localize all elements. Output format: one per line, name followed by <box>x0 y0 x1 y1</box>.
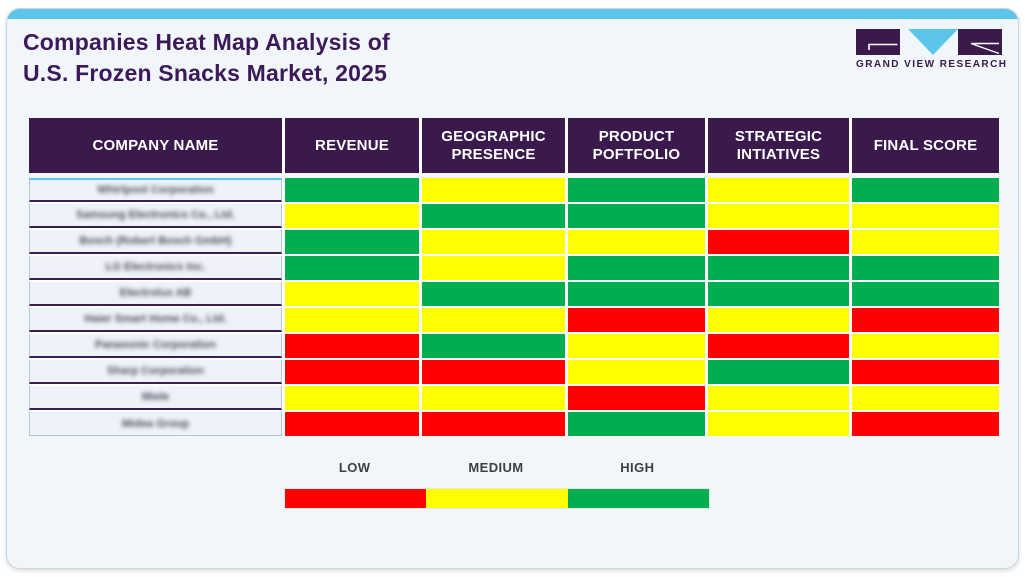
company-name-text: LG Electronics Inc. <box>105 261 206 273</box>
heat-cell-high <box>285 178 419 202</box>
heat-cell-low <box>568 308 705 332</box>
heat-cell-high <box>285 230 419 254</box>
heat-cell-medium <box>422 256 565 280</box>
heat-cell-high <box>568 412 705 436</box>
heat-cell-low <box>852 412 999 436</box>
heat-cell-medium <box>422 178 565 202</box>
heat-cell-medium <box>285 204 419 228</box>
company-name-text: Panasonic Corporation <box>94 339 217 351</box>
gvr-logo: GRAND VIEW RESEARCH <box>856 29 1008 70</box>
column-header-product-portfolio: PRODUCT POFTFOLIO <box>568 118 705 173</box>
heat-cell-low <box>285 360 419 384</box>
legend-segment-high <box>567 489 709 508</box>
infographic-card: Companies Heat Map Analysis of U.S. Froze… <box>6 8 1019 569</box>
heat-cell-medium <box>708 412 849 436</box>
company-name-cell: Whirlpool Corporation <box>29 178 282 202</box>
legend-label-medium: MEDIUM <box>468 460 524 475</box>
heat-cell-medium <box>708 204 849 228</box>
heat-cell-high <box>568 282 705 306</box>
heat-cell-high <box>852 178 999 202</box>
company-name-cell: Miele <box>29 386 282 410</box>
company-name-text: Haier Smart Home Co., Ltd. <box>84 313 227 325</box>
page-title-line2: U.S. Frozen Snacks Market, 2025 <box>23 60 388 86</box>
heat-cell-medium <box>285 386 419 410</box>
company-name-text: Samsung Electronics Co., Ltd. <box>76 209 235 221</box>
company-name-cell: Samsung Electronics Co., Ltd. <box>29 204 282 228</box>
heat-cell-medium <box>708 386 849 410</box>
company-name-cell: Electrolux AB <box>29 282 282 306</box>
column-header-strategic-initiatives: STRATEGIC INTIATIVES <box>708 118 849 173</box>
heat-cell-medium <box>285 308 419 332</box>
heat-cell-low <box>285 412 419 436</box>
heat-cell-high <box>568 178 705 202</box>
heat-cell-medium <box>568 360 705 384</box>
heat-cell-low <box>708 334 849 358</box>
company-name-text: Sharp Corporation <box>106 365 205 377</box>
heat-cell-medium <box>422 308 565 332</box>
table-header-row: COMPANY NAME REVENUE GEOGRAPHIC PRESENCE… <box>29 118 999 173</box>
company-name-cell: Sharp Corporation <box>29 360 282 384</box>
heat-cell-medium <box>568 230 705 254</box>
column-header-geographic-presence: GEOGRAPHIC PRESENCE <box>422 118 565 173</box>
legend-segment-low <box>285 489 427 508</box>
heat-cell-medium <box>708 178 849 202</box>
heat-cell-low <box>422 412 565 436</box>
page-title-line1: Companies Heat Map Analysis of <box>23 29 390 55</box>
heat-cell-low <box>852 360 999 384</box>
column-header-revenue: REVENUE <box>285 118 419 173</box>
heat-cell-high <box>852 256 999 280</box>
heat-cell-high <box>422 282 565 306</box>
gvr-logo-text: GRAND VIEW RESEARCH <box>856 59 1008 70</box>
company-name-cell: Bosch (Robert Bosch GmbH) <box>29 230 282 254</box>
legend-label-low: LOW <box>338 460 371 475</box>
heat-cell-low <box>708 230 849 254</box>
company-name-cell: LG Electronics Inc. <box>29 256 282 280</box>
heat-cell-high <box>852 282 999 306</box>
heat-cell-low <box>568 386 705 410</box>
heat-cell-medium <box>285 282 419 306</box>
heat-cell-high <box>422 204 565 228</box>
heatmap-table: COMPANY NAME REVENUE GEOGRAPHIC PRESENCE… <box>29 118 999 436</box>
heat-cell-medium <box>422 386 565 410</box>
heat-cell-high <box>708 256 849 280</box>
heat-cell-high <box>708 360 849 384</box>
heat-cell-medium <box>422 230 565 254</box>
column-header-final-score: FINAL SCORE <box>852 118 999 173</box>
heat-cell-high <box>708 282 849 306</box>
heat-cell-high <box>422 334 565 358</box>
legend-color-bar <box>284 488 710 509</box>
top-accent-bar <box>7 9 1018 19</box>
heat-cell-high <box>568 204 705 228</box>
heat-cell-medium <box>852 230 999 254</box>
company-name-text: Whirlpool Corporation <box>97 184 214 196</box>
heat-cell-low <box>852 308 999 332</box>
heat-cell-medium <box>852 334 999 358</box>
legend-label-high: HIGH <box>620 460 655 475</box>
heat-cell-medium <box>852 386 999 410</box>
company-name-text: Midea Group <box>121 417 190 430</box>
company-name-text: Bosch (Robert Bosch GmbH) <box>79 235 232 247</box>
column-header-company-name: COMPANY NAME <box>29 118 282 173</box>
table-body: Whirlpool Corporation Samsung Electronics… <box>29 178 999 436</box>
page-title: Companies Heat Map Analysis of U.S. Froze… <box>23 27 390 89</box>
company-name-cell: Midea Group <box>29 412 282 436</box>
heat-cell-high <box>285 256 419 280</box>
heat-cell-medium <box>852 204 999 228</box>
heat-cell-low <box>285 334 419 358</box>
company-name-text: Electrolux AB <box>119 287 192 299</box>
heat-cell-high <box>568 256 705 280</box>
company-name-cell: Panasonic Corporation <box>29 334 282 358</box>
legend-segment-medium <box>426 489 568 508</box>
gvr-logo-icon <box>856 29 1002 55</box>
heat-cell-low <box>422 360 565 384</box>
heat-cell-medium <box>708 308 849 332</box>
heat-cell-medium <box>568 334 705 358</box>
company-name-cell: Haier Smart Home Co., Ltd. <box>29 308 282 332</box>
legend-labels: LOW MEDIUM HIGH <box>284 460 708 475</box>
company-name-text: Miele <box>141 391 170 403</box>
